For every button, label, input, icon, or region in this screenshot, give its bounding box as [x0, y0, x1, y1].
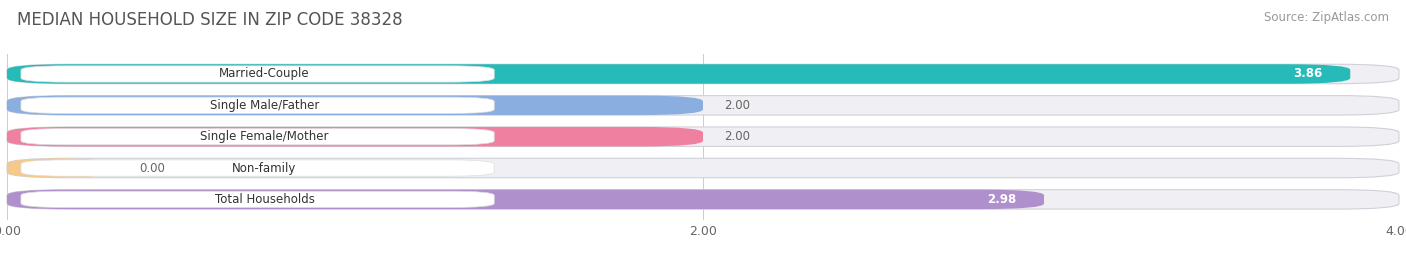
FancyBboxPatch shape	[21, 66, 495, 82]
FancyBboxPatch shape	[7, 190, 1399, 209]
FancyBboxPatch shape	[7, 64, 1399, 84]
FancyBboxPatch shape	[7, 127, 1399, 146]
Text: 3.86: 3.86	[1294, 68, 1323, 80]
FancyBboxPatch shape	[7, 96, 1399, 115]
FancyBboxPatch shape	[21, 97, 495, 113]
Text: Source: ZipAtlas.com: Source: ZipAtlas.com	[1264, 11, 1389, 24]
FancyBboxPatch shape	[21, 160, 495, 176]
FancyBboxPatch shape	[7, 190, 1045, 209]
FancyBboxPatch shape	[21, 129, 495, 145]
Text: Single Male/Father: Single Male/Father	[209, 99, 319, 112]
Text: Single Female/Mother: Single Female/Mother	[200, 130, 329, 143]
Text: Married-Couple: Married-Couple	[219, 68, 309, 80]
Text: 2.00: 2.00	[724, 99, 749, 112]
Text: 2.98: 2.98	[987, 193, 1017, 206]
FancyBboxPatch shape	[21, 191, 495, 207]
FancyBboxPatch shape	[7, 158, 1399, 178]
FancyBboxPatch shape	[7, 96, 703, 115]
Text: MEDIAN HOUSEHOLD SIZE IN ZIP CODE 38328: MEDIAN HOUSEHOLD SIZE IN ZIP CODE 38328	[17, 11, 402, 29]
Text: 2.00: 2.00	[724, 130, 749, 143]
FancyBboxPatch shape	[7, 158, 111, 178]
FancyBboxPatch shape	[7, 64, 1350, 84]
FancyBboxPatch shape	[7, 127, 703, 146]
Text: 0.00: 0.00	[139, 162, 165, 174]
Text: Non-family: Non-family	[232, 162, 297, 174]
Text: Total Households: Total Households	[215, 193, 315, 206]
